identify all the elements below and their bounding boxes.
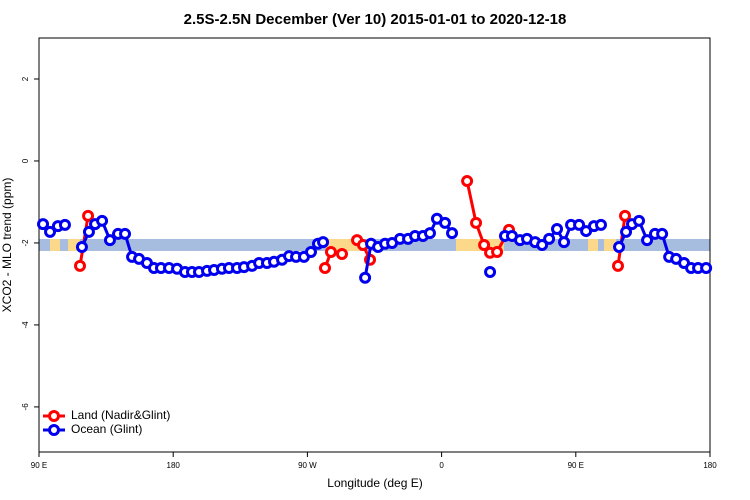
point bbox=[439, 216, 452, 229]
point bbox=[82, 209, 95, 222]
legend-label: Land (Nadir&Glint) bbox=[71, 408, 170, 422]
band-land bbox=[604, 239, 616, 251]
x-axis-label: Longitude (deg E) bbox=[327, 476, 422, 490]
legend-label: Ocean (Glint) bbox=[71, 422, 142, 436]
x-tick-label: 180 bbox=[703, 461, 717, 470]
point bbox=[75, 241, 88, 254]
point bbox=[103, 234, 116, 247]
point bbox=[470, 216, 483, 229]
legend-marker bbox=[48, 410, 60, 422]
point bbox=[359, 271, 372, 284]
point bbox=[633, 214, 646, 227]
band-land bbox=[588, 239, 598, 251]
y-axis-label: XCO2 - MLO trend (ppm) bbox=[0, 178, 14, 313]
series-line bbox=[78, 180, 627, 269]
x-tick-label: 90 E bbox=[568, 461, 584, 470]
y-tick-label: 0 bbox=[21, 158, 30, 163]
point bbox=[58, 218, 71, 231]
point bbox=[484, 266, 497, 279]
point bbox=[461, 175, 474, 188]
point bbox=[656, 227, 669, 240]
point bbox=[119, 227, 132, 240]
point bbox=[641, 234, 654, 247]
point bbox=[423, 227, 436, 240]
y-tick-label: -2 bbox=[21, 239, 30, 247]
point bbox=[317, 236, 330, 249]
point bbox=[446, 227, 459, 240]
point bbox=[37, 218, 50, 231]
point bbox=[82, 225, 95, 238]
point bbox=[478, 239, 491, 251]
legend-marker bbox=[48, 424, 60, 436]
point bbox=[558, 236, 571, 249]
y-tick-label: -4 bbox=[21, 321, 30, 329]
point bbox=[74, 259, 87, 272]
point bbox=[318, 261, 331, 274]
point bbox=[335, 248, 348, 261]
y-tick-label: -6 bbox=[21, 403, 30, 411]
point bbox=[620, 225, 633, 238]
chart-title: 2.5S-2.5N December (Ver 10) 2015-01-01 t… bbox=[184, 11, 567, 28]
x-tick-label: 90 W bbox=[298, 461, 317, 470]
x-tick-label: 0 bbox=[439, 461, 444, 470]
point bbox=[491, 245, 504, 258]
y-tick-label: 2 bbox=[21, 76, 30, 81]
point bbox=[619, 209, 632, 222]
point bbox=[44, 225, 57, 238]
point bbox=[594, 218, 607, 231]
point bbox=[543, 232, 556, 245]
point bbox=[304, 245, 317, 258]
point bbox=[536, 239, 549, 251]
point bbox=[611, 259, 624, 272]
point bbox=[551, 223, 564, 236]
point bbox=[573, 218, 586, 231]
point bbox=[613, 241, 626, 254]
point bbox=[324, 245, 337, 258]
point bbox=[96, 214, 109, 227]
band-land bbox=[50, 239, 60, 251]
x-tick-label: 90 E bbox=[31, 461, 47, 470]
plot-frame bbox=[38, 37, 711, 453]
x-tick-label: 180 bbox=[167, 461, 181, 470]
point bbox=[700, 261, 713, 274]
